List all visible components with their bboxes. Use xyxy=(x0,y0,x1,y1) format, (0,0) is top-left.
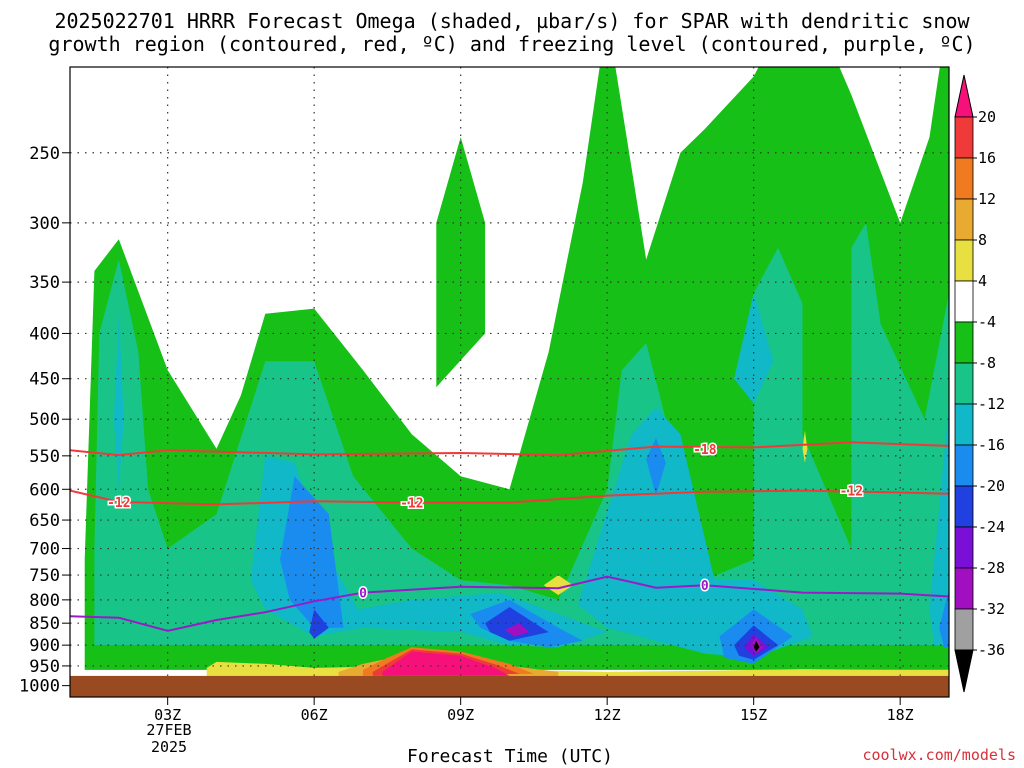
colorbar-label-9: -20 xyxy=(978,477,1005,495)
colorbar-label-5: -4 xyxy=(978,313,996,331)
contour-line-1 xyxy=(70,489,949,506)
plot-frame xyxy=(69,66,950,698)
x-axis: 03Z 06Z 09Z 12Z 15Z 18Z xyxy=(154,697,914,724)
colorbar-swatch-11 xyxy=(954,567,974,610)
colorbar-swatch-7 xyxy=(954,403,974,446)
omega-region-5 xyxy=(577,407,813,658)
y-tick-label-900: 900 xyxy=(29,636,60,656)
y-axis: 2503003504004505005506006507007508008509… xyxy=(19,144,70,697)
y-tick-label-550: 550 xyxy=(29,447,60,467)
omega-region-7 xyxy=(929,403,949,646)
colorbar-label-8: -16 xyxy=(978,436,1005,454)
y-tick-label-400: 400 xyxy=(29,324,60,344)
x-tick-label-03Z: 03Z xyxy=(154,706,181,724)
x-tick-label-18Z: 18Z xyxy=(887,706,914,724)
omega-region-13 xyxy=(309,609,329,639)
colorbar-label-10: -24 xyxy=(978,518,1005,536)
omega-region-26 xyxy=(382,651,510,676)
y-tick-label-350: 350 xyxy=(29,273,60,293)
contour-line-2 xyxy=(70,575,949,632)
colorbar-label-2: 12 xyxy=(978,190,996,208)
y-tick-label-1000: 1000 xyxy=(19,677,60,697)
date-label-day: 27FEB xyxy=(146,721,192,739)
colorbar-label-4: 4 xyxy=(978,272,987,290)
omega-region-17 xyxy=(504,623,529,637)
chart-title-line2: growth region (contoured, red, ºC) and f… xyxy=(48,32,976,56)
omega-region-12 xyxy=(939,590,949,648)
colorbar-bottom-arrow xyxy=(954,649,974,693)
y-tick-label-450: 450 xyxy=(29,370,60,390)
omega-region-22 xyxy=(802,430,808,463)
date-label-year: 2025 xyxy=(150,738,188,756)
colorbar: 20 16 12 8 4 -4 -8 -12 -16 -20 -24 -28 -32 -36 xyxy=(954,74,1005,693)
colorbar-label-6: -8 xyxy=(978,354,996,372)
colorbar-top-arrow xyxy=(954,74,974,118)
colorbar-swatch-10 xyxy=(954,526,974,569)
colorbar-swatch-2 xyxy=(954,198,974,241)
colorbar-swatch-12 xyxy=(954,608,974,651)
x-tick-label-06Z: 06Z xyxy=(301,706,328,724)
colorbar-label-3: 8 xyxy=(978,231,987,249)
colorbar-label-11: -28 xyxy=(978,559,1005,577)
colorbar-swatch-0 xyxy=(954,116,974,159)
y-tick-label-300: 300 xyxy=(29,214,60,234)
colorbar-swatch-9 xyxy=(954,485,974,528)
x-tick-label-09Z: 09Z xyxy=(447,706,474,724)
colorbar-swatch-6 xyxy=(954,362,974,405)
omega-region-14 xyxy=(485,607,549,641)
colorbar-swatch-5 xyxy=(954,321,974,364)
y-tick-label-800: 800 xyxy=(29,591,60,611)
contour-label-1-2: -12 xyxy=(840,485,863,500)
y-tick-label-700: 700 xyxy=(29,540,60,560)
y-tick-label-250: 250 xyxy=(29,144,60,164)
contour-line-0 xyxy=(70,441,949,457)
colorbar-label-13: -36 xyxy=(978,641,1005,659)
colorbar-swatch-1 xyxy=(954,157,974,200)
colorbar-swatch-4 xyxy=(954,280,974,323)
contour-label-0-0: -18 xyxy=(693,443,717,458)
omega-region-6 xyxy=(734,292,774,404)
y-tick-label-600: 600 xyxy=(29,480,60,500)
credit-text: coolwx.com/models xyxy=(862,746,1016,764)
omega-region-3 xyxy=(113,313,124,490)
omega-region-10 xyxy=(646,438,666,496)
y-tick-label-950: 950 xyxy=(29,657,60,677)
omega-shading xyxy=(84,67,949,676)
colorbar-label-7: -12 xyxy=(978,395,1005,413)
x-tick-label-12Z: 12Z xyxy=(594,706,621,724)
y-tick-label-750: 750 xyxy=(29,566,60,586)
colorbar-swatch-3 xyxy=(954,239,974,282)
colorbar-label-0: 20 xyxy=(978,108,996,126)
omega-region-8 xyxy=(280,476,344,628)
colorbar-swatch-8 xyxy=(954,444,974,487)
colorbar-label-12: -32 xyxy=(978,600,1005,618)
omega-region-20 xyxy=(543,575,573,595)
x-tick-label-15Z: 15Z xyxy=(740,706,767,724)
contour-label-2-1: 0 xyxy=(701,579,709,594)
y-tick-label-500: 500 xyxy=(29,410,60,430)
contour-label-2-0: 0 xyxy=(359,587,367,602)
chart-title-line1: 2025022701 HRRR Forecast Omega (shaded, … xyxy=(54,9,970,33)
contour-label-1-0: -12 xyxy=(107,496,130,511)
y-tick-label-850: 850 xyxy=(29,614,60,634)
colorbar-label-1: 16 xyxy=(978,149,996,167)
omega-region-19 xyxy=(753,640,760,652)
ground-surface xyxy=(70,675,949,697)
contours: -18 -12 -12 -12 0 0 xyxy=(70,441,949,632)
y-tick-label-650: 650 xyxy=(29,511,60,531)
x-axis-label: Forecast Time (UTC) xyxy=(407,746,613,767)
contour-label-1-1: -12 xyxy=(400,497,423,512)
